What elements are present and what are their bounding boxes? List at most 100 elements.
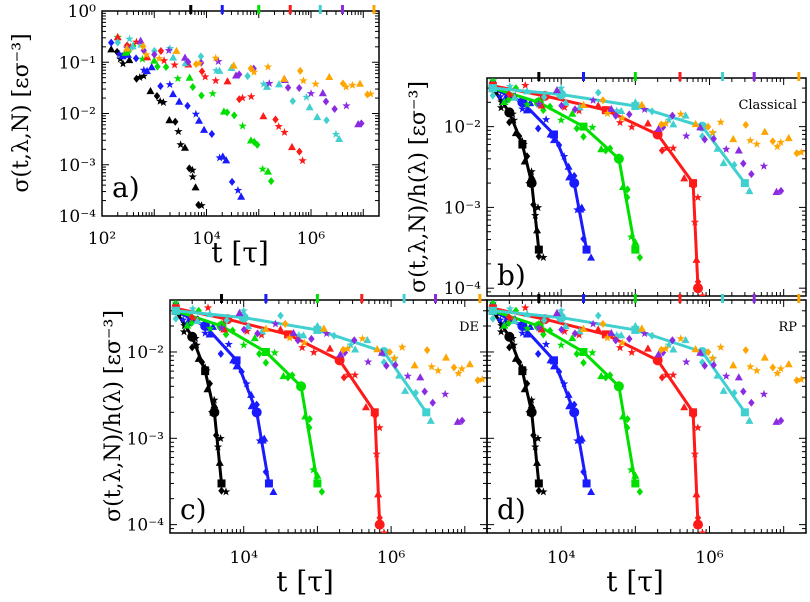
data-point [201,72,210,81]
data-point [147,63,156,71]
data-point [218,152,227,160]
data-point [169,53,178,61]
data-point [745,186,754,195]
data-point [263,62,273,71]
data-point [257,330,266,339]
data-point [172,117,179,126]
data-point [588,348,597,357]
data-point [156,96,165,105]
data-point [157,46,165,55]
series-marker [251,407,262,418]
data-point [618,113,627,122]
data-point [760,127,769,135]
data-point [121,48,130,56]
data-point [587,487,596,496]
data-point [299,331,308,339]
data-point [258,164,267,173]
y-tick-label: 10⁻⁴ [127,516,165,536]
data-point [188,172,197,181]
data-point [669,111,676,120]
data-point [537,101,546,109]
top-marker [752,294,756,303]
data-point [612,111,619,120]
data-point [132,37,141,46]
data-point [560,326,569,335]
x-axis-label: t [τ] [276,565,334,598]
top-marker [360,294,364,303]
series-marker [549,356,558,365]
series-marker [217,479,226,488]
data-point [661,119,670,128]
data-point [722,144,731,153]
data-point [380,528,389,533]
data-point [261,324,270,332]
data-point [150,56,159,64]
data-point [505,304,515,313]
series-marker [652,355,663,366]
data-point [612,330,621,339]
data-point [429,398,436,407]
data-point [560,102,569,111]
series-marker [313,479,322,488]
data-point [518,328,527,337]
data-point [701,135,708,144]
top-markers [537,72,801,81]
data-point [500,97,509,105]
data-point [759,389,769,398]
data-point [306,89,316,98]
data-point [776,364,785,373]
data-point [654,350,663,358]
data-point [539,253,548,261]
y-tick-label: 10⁻⁴ [59,207,97,227]
data-point [188,313,196,322]
data-point [280,74,289,82]
data-point [793,149,800,158]
top-markers [220,294,482,303]
data-point [612,106,621,115]
series-orange [261,319,487,385]
x-tick-label: 10² [88,229,116,249]
data-point [294,330,304,339]
data-point [696,123,705,131]
data-point [322,329,331,338]
series-marker [601,330,610,339]
panel-letter: d) [497,493,526,526]
data-point [627,465,636,474]
data-point [640,329,649,338]
data-point [580,358,587,367]
data-point [676,334,685,343]
data-point [238,121,247,130]
data-point [323,116,330,125]
data-point [588,319,598,328]
data-point [159,56,169,65]
data-point [231,111,238,120]
data-point [680,403,689,411]
data-point [214,57,223,65]
data-point [198,91,205,100]
data-point [777,186,785,195]
data-point [179,327,189,336]
data-point [262,358,270,367]
data-point [579,324,588,332]
series-marker [232,356,241,365]
series-marker [518,367,527,376]
y-tick-label: 10⁻² [59,105,96,125]
top-marker [433,294,437,303]
data-point [403,371,412,380]
series-marker [631,479,640,488]
series-marker [488,84,497,93]
series-marker [534,245,543,254]
series-marker [582,245,591,254]
data-point [211,53,220,62]
data-point [793,376,800,385]
data-point [478,375,487,384]
data-point [325,72,334,81]
data-point [386,348,393,357]
series-marker [422,408,431,417]
series-line [492,84,700,289]
plot-frame [486,77,807,297]
data-point [165,116,174,124]
data-point [373,345,382,353]
data-point [180,53,189,61]
data-point [289,328,298,337]
